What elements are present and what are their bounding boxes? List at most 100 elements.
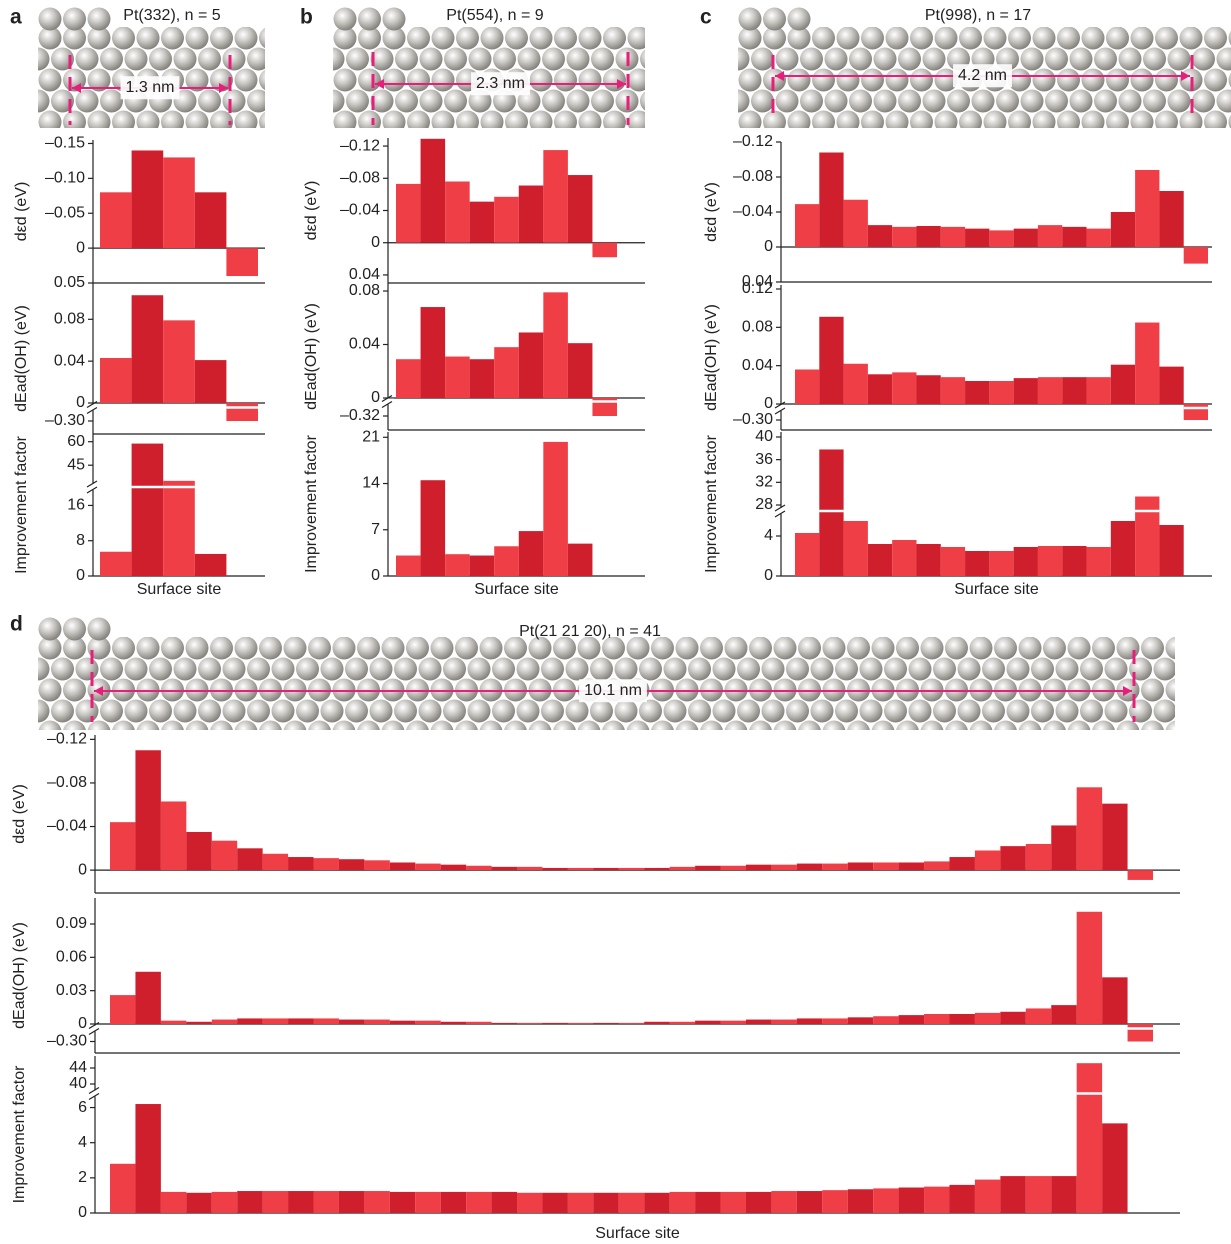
bar <box>795 369 820 404</box>
atom <box>234 27 258 50</box>
atom <box>407 27 430 50</box>
bar <box>466 865 492 871</box>
atom <box>467 657 491 681</box>
bar <box>843 521 868 576</box>
atom <box>382 7 406 31</box>
atom <box>124 657 148 681</box>
atom <box>528 637 552 660</box>
atom <box>884 657 907 681</box>
atom <box>394 699 417 723</box>
atom <box>529 27 553 50</box>
atom <box>1165 637 1175 660</box>
atom <box>333 7 357 31</box>
atom <box>590 699 613 723</box>
bar <box>389 1020 416 1024</box>
axis-break <box>88 1086 100 1095</box>
bar <box>892 226 917 247</box>
atom <box>983 27 1007 50</box>
bar <box>1159 366 1184 404</box>
y-axis-label: Improvement factor <box>303 434 320 573</box>
y-tick-label: 0.08 <box>349 282 380 299</box>
y-tick-label: –0.30 <box>47 1033 87 1050</box>
y-tick-label: 44 <box>69 1059 87 1076</box>
atom <box>933 657 956 681</box>
bar <box>949 857 975 871</box>
bar <box>494 196 519 243</box>
panel-title: Pt(332), n = 5 <box>123 7 220 24</box>
atom <box>333 47 345 71</box>
bar <box>965 381 990 404</box>
y-tick-label: –0.12 <box>47 731 87 748</box>
atom <box>996 89 1019 113</box>
x-axis-label: Surface site <box>595 1225 680 1242</box>
bar <box>1076 911 1103 1024</box>
atom <box>873 47 897 71</box>
atom <box>591 89 614 113</box>
atom <box>1006 699 1030 723</box>
bar <box>819 152 844 247</box>
bar <box>796 1018 823 1024</box>
bar <box>695 1020 721 1024</box>
atom <box>800 89 823 113</box>
atom <box>884 699 907 723</box>
atom <box>75 657 99 681</box>
atom <box>798 720 821 730</box>
atom <box>639 699 662 723</box>
bar <box>1086 377 1111 404</box>
atom <box>773 637 797 660</box>
atom <box>542 89 565 113</box>
atom <box>346 89 369 113</box>
atom <box>712 699 736 723</box>
atom <box>1155 27 1178 50</box>
atom <box>87 720 111 730</box>
y-axis-label: dEad(OH) (eV) <box>703 304 720 411</box>
atom <box>541 657 564 681</box>
atom <box>787 110 811 128</box>
y-tick-label: 40 <box>755 428 773 445</box>
atom <box>749 637 772 660</box>
atom <box>185 110 209 128</box>
atom <box>871 637 895 660</box>
atom <box>369 699 393 723</box>
atom <box>283 720 307 730</box>
atom <box>444 47 467 71</box>
atom <box>1130 27 1154 50</box>
atom <box>885 68 909 92</box>
bar <box>1159 191 1184 247</box>
atom <box>1031 657 1054 681</box>
atom <box>259 720 282 730</box>
atom <box>812 110 835 128</box>
atom <box>554 27 577 50</box>
atom <box>395 89 418 113</box>
bar <box>1110 364 1136 404</box>
axis-break <box>774 510 786 518</box>
atom <box>910 110 933 128</box>
atom <box>910 27 933 50</box>
atom <box>614 699 638 723</box>
atom <box>1069 47 1093 71</box>
bar <box>491 866 518 871</box>
atom <box>763 27 786 50</box>
atom <box>149 47 172 71</box>
atom <box>761 657 785 681</box>
atom <box>836 27 860 50</box>
atom <box>824 47 848 71</box>
bar <box>542 1022 568 1024</box>
atom <box>1118 47 1142 71</box>
atom <box>724 720 748 730</box>
bar <box>771 1019 797 1024</box>
atom <box>859 699 883 723</box>
atom <box>786 657 809 681</box>
atom <box>296 657 319 681</box>
atom <box>675 637 699 660</box>
atom <box>406 720 429 730</box>
atom <box>124 699 148 723</box>
atom <box>456 110 479 128</box>
atom <box>763 7 786 31</box>
bar <box>338 1019 365 1024</box>
atom <box>1045 89 1068 113</box>
bar <box>494 347 519 398</box>
atom <box>910 68 933 92</box>
atom <box>210 68 233 92</box>
atom <box>663 699 687 723</box>
